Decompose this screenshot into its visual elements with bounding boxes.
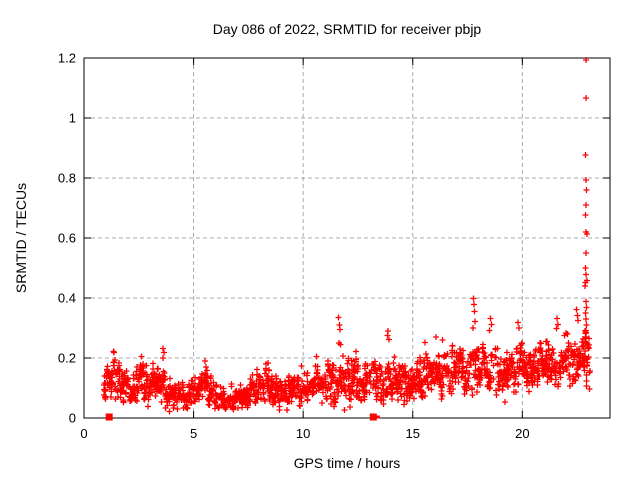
zero-square-marker — [105, 413, 113, 421]
y-tick-label: 0.8 — [58, 171, 76, 186]
y-axis-label: SRMTID / TECUs — [13, 182, 29, 294]
plot-border — [83, 57, 611, 419]
x-tick-label: 15 — [406, 426, 420, 441]
data-points-outliers — [110, 57, 590, 366]
y-tick-label: 0 — [69, 411, 76, 426]
y-tick-label: 0.6 — [58, 231, 76, 246]
data-points-band — [101, 327, 593, 415]
x-tick-label: 10 — [296, 426, 310, 441]
chart-title: Day 086 of 2022, SRMTID for receiver pbj… — [212, 21, 482, 37]
x-axis-label: GPS time / hours — [293, 455, 401, 471]
y-tick-label: 0.4 — [58, 291, 76, 306]
zero-square-marker — [376, 415, 380, 419]
x-tick-label: 20 — [515, 426, 529, 441]
y-tick-label: 1 — [69, 111, 76, 126]
x-tick-label: 0 — [80, 426, 87, 441]
y-tick-label: 1.2 — [58, 51, 76, 66]
zero-square-marker — [369, 413, 377, 421]
zero-square-marker — [375, 415, 379, 419]
y-tick-label: 0.2 — [58, 351, 76, 366]
x-tick-label: 5 — [190, 426, 197, 441]
